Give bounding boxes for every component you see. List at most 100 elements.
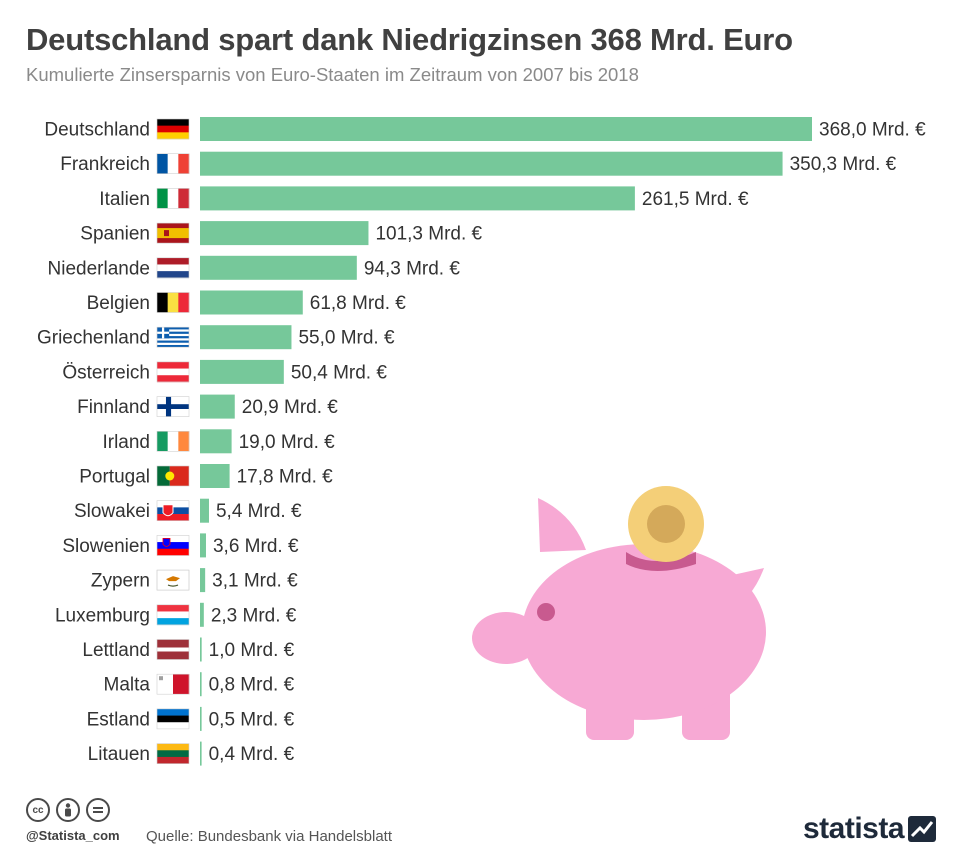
bar-row: Belgien 61,8 Mrd. € <box>87 290 407 315</box>
austria-flag-icon <box>156 361 190 383</box>
value-label: 0,8 Mrd. € <box>209 675 295 696</box>
bar <box>200 359 284 384</box>
category-label: Italien <box>99 189 150 210</box>
value-label: 101,3 Mrd. € <box>375 224 482 245</box>
bar-row: Slowakei 5,4 Mrd. € <box>74 498 302 523</box>
bar-row: Estland 0,5 Mrd. € <box>87 706 295 731</box>
bar <box>200 498 209 523</box>
lithuania-flag-icon <box>156 743 190 764</box>
bar <box>200 151 783 176</box>
bar <box>200 637 202 662</box>
bar <box>200 117 812 141</box>
value-label: 19,0 Mrd. € <box>239 432 336 453</box>
slovenia-flag-icon <box>156 535 190 556</box>
bar <box>200 672 202 697</box>
category-label: Estland <box>87 709 150 730</box>
latvia-flag-icon <box>156 639 190 660</box>
category-label: Frankreich <box>60 154 150 175</box>
chart-title: Deutschland spart dank Niedrigzinsen 368… <box>26 22 793 57</box>
bar-row: Zypern 3,1 Mrd. € <box>91 568 298 593</box>
spain-flag-icon <box>156 222 190 244</box>
value-label: 350,3 Mrd. € <box>790 154 897 175</box>
statista-logo: statista <box>803 812 937 846</box>
value-label: 0,5 Mrd. € <box>209 709 295 730</box>
value-label: 3,1 Mrd. € <box>212 571 298 592</box>
bar-row: Finnland 20,9 Mrd. € <box>77 394 339 419</box>
bar-row: Irland 19,0 Mrd. € <box>102 429 336 454</box>
netherlands-flag-icon <box>156 257 190 279</box>
chart-subtitle: Kumulierte Zinsersparnis von Euro-Staate… <box>26 64 639 85</box>
piggy-bank-icon <box>472 486 766 740</box>
category-label: Litauen <box>88 744 150 765</box>
bar <box>200 568 206 593</box>
nd-icon <box>86 798 110 822</box>
france-flag-icon <box>156 153 190 175</box>
bar <box>200 533 206 558</box>
category-label: Spanien <box>80 224 150 245</box>
license-icons: cc <box>26 798 110 822</box>
category-label: Luxemburg <box>55 605 150 626</box>
value-label: 94,3 Mrd. € <box>364 258 461 279</box>
coin-icon <box>628 486 704 562</box>
greece-flag-icon <box>156 326 190 348</box>
ireland-flag-icon <box>156 430 190 452</box>
bar-row: Malta 0,8 Mrd. € <box>104 672 295 697</box>
bar-row: Slowenien 3,6 Mrd. € <box>62 533 299 558</box>
slovakia-flag-icon <box>156 500 190 522</box>
bar <box>200 325 292 350</box>
bar <box>200 394 235 419</box>
category-label: Österreich <box>62 362 150 383</box>
bar-row: Lettland 1,0 Mrd. € <box>82 637 295 662</box>
bar <box>200 186 635 211</box>
category-label: Zypern <box>91 571 150 592</box>
bar-row: Österreich 50,4 Mrd. € <box>62 359 388 384</box>
luxembourg-flag-icon <box>156 604 190 626</box>
estonia-flag-icon <box>156 708 190 730</box>
statista-logo-text: statista <box>803 812 905 845</box>
value-label: 2,3 Mrd. € <box>211 605 297 626</box>
bar <box>200 602 204 627</box>
value-label: 261,5 Mrd. € <box>642 189 749 210</box>
bar <box>200 221 369 246</box>
bar <box>200 255 357 280</box>
value-label: 55,0 Mrd. € <box>298 328 395 349</box>
statista-handle: @Statista_com <box>26 828 120 843</box>
value-label: 5,4 Mrd. € <box>216 501 302 522</box>
malta-flag-icon <box>156 673 190 695</box>
italy-flag-icon <box>156 188 190 209</box>
category-label: Malta <box>104 675 151 696</box>
finland-flag-icon <box>156 396 190 417</box>
source-note: Quelle: Bundesbank via Handelsblatt <box>146 828 392 845</box>
value-label: 0,4 Mrd. € <box>209 744 295 765</box>
category-label: Portugal <box>79 467 150 488</box>
bar <box>200 290 303 315</box>
category-label: Irland <box>102 432 150 453</box>
bar-chart: Deutschland 368,0 Mrd. € Frankreich 350,3 M… <box>37 117 926 766</box>
bar-row: Spanien 101,3 Mrd. € <box>80 221 483 246</box>
category-label: Niederlande <box>48 258 150 279</box>
portugal-flag-icon <box>156 465 190 487</box>
bar-row: Niederlande 94,3 Mrd. € <box>48 255 461 280</box>
cyprus-flag-icon <box>156 569 190 591</box>
category-label: Griechenland <box>37 328 150 349</box>
bar-row: Italien 261,5 Mrd. € <box>99 186 749 211</box>
category-label: Slowakei <box>74 501 150 522</box>
by-icon <box>56 798 80 822</box>
value-label: 50,4 Mrd. € <box>291 362 388 383</box>
bar <box>200 706 202 731</box>
value-label: 3,6 Mrd. € <box>213 536 299 557</box>
value-label: 1,0 Mrd. € <box>209 640 295 661</box>
statista-logo-icon <box>908 816 937 842</box>
category-label: Lettland <box>82 640 150 661</box>
bar <box>200 741 202 766</box>
bar <box>200 464 230 488</box>
value-label: 20,9 Mrd. € <box>242 397 339 418</box>
category-label: Deutschland <box>44 120 150 141</box>
category-label: Belgien <box>87 293 150 314</box>
category-label: Finnland <box>77 397 150 418</box>
value-label: 368,0 Mrd. € <box>819 120 926 141</box>
bar-row: Litauen 0,4 Mrd. € <box>88 741 295 766</box>
value-label: 61,8 Mrd. € <box>310 293 407 314</box>
cc-icon: cc <box>26 798 50 822</box>
bar-row: Frankreich 350,3 Mrd. € <box>60 151 897 176</box>
